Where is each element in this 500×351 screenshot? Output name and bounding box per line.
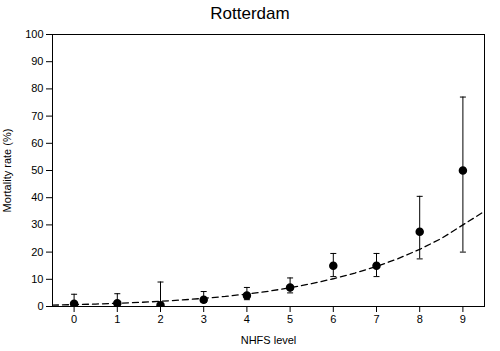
svg-text:4: 4 bbox=[244, 313, 250, 325]
svg-text:30: 30 bbox=[31, 218, 43, 230]
svg-text:5: 5 bbox=[287, 313, 293, 325]
svg-text:7: 7 bbox=[373, 313, 379, 325]
svg-text:6: 6 bbox=[330, 313, 336, 325]
svg-text:1: 1 bbox=[114, 313, 120, 325]
svg-text:20: 20 bbox=[31, 246, 43, 258]
svg-text:9: 9 bbox=[460, 313, 466, 325]
svg-text:100: 100 bbox=[25, 28, 43, 40]
svg-text:NHFS level: NHFS level bbox=[241, 334, 297, 346]
svg-text:10: 10 bbox=[31, 273, 43, 285]
svg-text:90: 90 bbox=[31, 55, 43, 67]
svg-text:Mortality rate (%): Mortality rate (%) bbox=[1, 129, 13, 213]
svg-text:70: 70 bbox=[31, 110, 43, 122]
svg-text:40: 40 bbox=[31, 191, 43, 203]
svg-text:3: 3 bbox=[201, 313, 207, 325]
svg-text:0: 0 bbox=[71, 313, 77, 325]
svg-text:60: 60 bbox=[31, 137, 43, 149]
svg-text:2: 2 bbox=[157, 313, 163, 325]
svg-text:0: 0 bbox=[37, 300, 43, 312]
svg-text:80: 80 bbox=[31, 82, 43, 94]
svg-text:50: 50 bbox=[31, 164, 43, 176]
html-text:Rotterdam: Rotterdam bbox=[210, 4, 290, 23]
svg-text:8: 8 bbox=[417, 313, 423, 325]
